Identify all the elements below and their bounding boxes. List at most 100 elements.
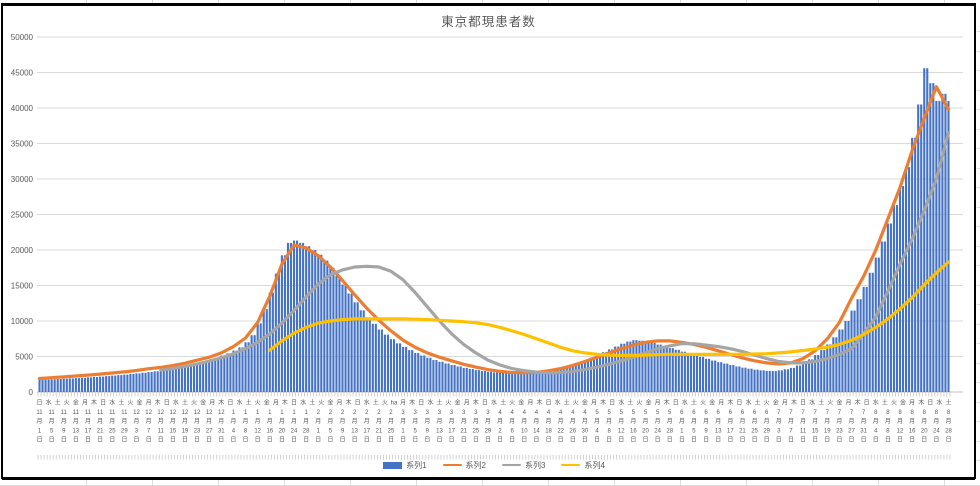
y-axis-labels: 0 5000 10000 15000 20000 25000 30000 35000 40000… (11, 33, 34, 397)
legend-item-4[interactable]: 系列4 (561, 460, 605, 471)
category-tick-marks (37, 392, 951, 460)
weekday-label: 日 (291, 400, 297, 407)
sheet-gridline (977, 460, 980, 461)
line-series-2 (37, 85, 951, 381)
weekday-label: 火 (446, 400, 452, 407)
weekday-label: 土 (945, 399, 951, 407)
weekday-label: 金 (709, 399, 715, 407)
weekday-label: 日 (100, 400, 106, 407)
date-label: 1 月 12 日 (254, 410, 261, 444)
sheet-gridline (86, 480, 87, 486)
sheet-gridline (977, 128, 980, 130)
date-label: 11 月 17 日 (85, 410, 92, 444)
weekday-label: 水 (491, 399, 497, 407)
weekday-label: 水 (682, 399, 688, 407)
weekday-label: 金 (264, 399, 270, 407)
weekday-label: 金 (518, 399, 524, 407)
date-label: 6 月 25 日 (751, 410, 758, 444)
sheet-gridline (977, 109, 980, 110)
weekday-label: 土 (246, 399, 252, 407)
weekday-label: 月 (782, 400, 788, 407)
date-label: 12 月 7 日 (145, 410, 152, 444)
date-label: 11 月 29 日 (121, 410, 128, 444)
date-label: 2 月 13 日 (351, 410, 358, 444)
sheet-gridline (977, 31, 980, 32)
legend-item-1[interactable]: 系列1 (383, 460, 427, 471)
date-label: 12 月 15 日 (169, 410, 176, 444)
date-label: 8 月 24 日 (933, 410, 940, 444)
weekday-label: 水 (809, 399, 815, 407)
y-tick-label: 15000 (11, 281, 34, 290)
sheet-gridline (977, 265, 980, 266)
sheet-gridline (416, 0, 417, 3)
date-label: 3 月 29 日 (485, 410, 492, 444)
weekday-label: 火 (827, 400, 833, 407)
sheet-gridline (944, 480, 945, 486)
weekday-label: 土 (691, 399, 697, 407)
y-tick-label: 5000 (15, 352, 33, 361)
sheet-gridline (977, 206, 980, 208)
date-label: 6 月 21 日 (739, 410, 746, 444)
legend-item-3[interactable]: 系列3 (502, 460, 545, 471)
sheet-gridline (548, 0, 549, 3)
weekday-label: 火 (64, 400, 70, 407)
weekday-label: 日 (227, 400, 233, 407)
weekday-label: 木 (473, 399, 479, 407)
weekday-label: 土 (55, 399, 61, 407)
date-label: 8 月 20 日 (921, 410, 928, 444)
weekday-label: 水 (173, 399, 179, 407)
date-label: 6 月 13 日 (715, 410, 722, 444)
weekday-label: 月 (655, 400, 661, 407)
date-label: 4 月 10 日 (521, 410, 528, 444)
weekday-label: 日 (927, 400, 933, 407)
date-label: 5 月 24 日 (654, 410, 661, 444)
weekday-label: 土 (564, 399, 570, 407)
weekday-label: 木 (346, 399, 352, 407)
weekday-label: 水 (936, 399, 942, 407)
sheet-gridline (977, 421, 980, 422)
y-tick-label: 20000 (11, 246, 34, 255)
weekday-label: 水 (746, 399, 752, 407)
date-label: 11 月 13 日 (73, 410, 80, 444)
weekday-label: 火 (382, 400, 388, 407)
sheet-gridline (977, 245, 980, 247)
date-label: 7 月 23 日 (836, 410, 843, 444)
weekday-label: 水 (300, 399, 306, 407)
chart-area[interactable] (3, 6, 974, 477)
legend-swatch-line (561, 463, 581, 467)
legend-label: 系列1 (406, 460, 427, 470)
weekday-label: 木 (855, 399, 861, 407)
weekday-label: 金 (327, 399, 333, 407)
date-label: 8 月 16 日 (909, 410, 916, 444)
weekday-label: 木 (409, 399, 415, 407)
date-label: 12 月 23 日 (194, 410, 201, 444)
date-label: 3 月 21 日 (460, 410, 467, 444)
weekday-label: 水 (555, 399, 561, 407)
date-label: 1 月 20 日 (279, 410, 286, 444)
date-label: 7 月 31 日 (860, 410, 867, 444)
date-label: 2 月 21 日 (376, 410, 383, 444)
date-label: 2 月 25 日 (388, 410, 395, 444)
date-label: 11 月 9 日 (61, 410, 68, 444)
sheet-gridline (482, 480, 483, 486)
weekday-label: 水 (46, 399, 52, 407)
date-label: 7 月 27 日 (848, 410, 855, 444)
date-label: 1 月 24 日 (291, 410, 298, 444)
weekday-label: 火 (509, 400, 515, 407)
y-tick-label: 50000 (11, 33, 34, 42)
sheet-gridline (977, 89, 980, 91)
weekday-label: 木 (282, 399, 288, 407)
sheet-gridline (977, 440, 980, 442)
weekday-label: 月 (209, 400, 215, 407)
weekday-label: 月 (273, 400, 279, 407)
legend-item-2[interactable]: 系列2 (442, 460, 486, 471)
weekday-label: 土 (309, 399, 315, 407)
weekday-label: 土 (500, 399, 506, 407)
sheet-gridline (977, 226, 980, 227)
